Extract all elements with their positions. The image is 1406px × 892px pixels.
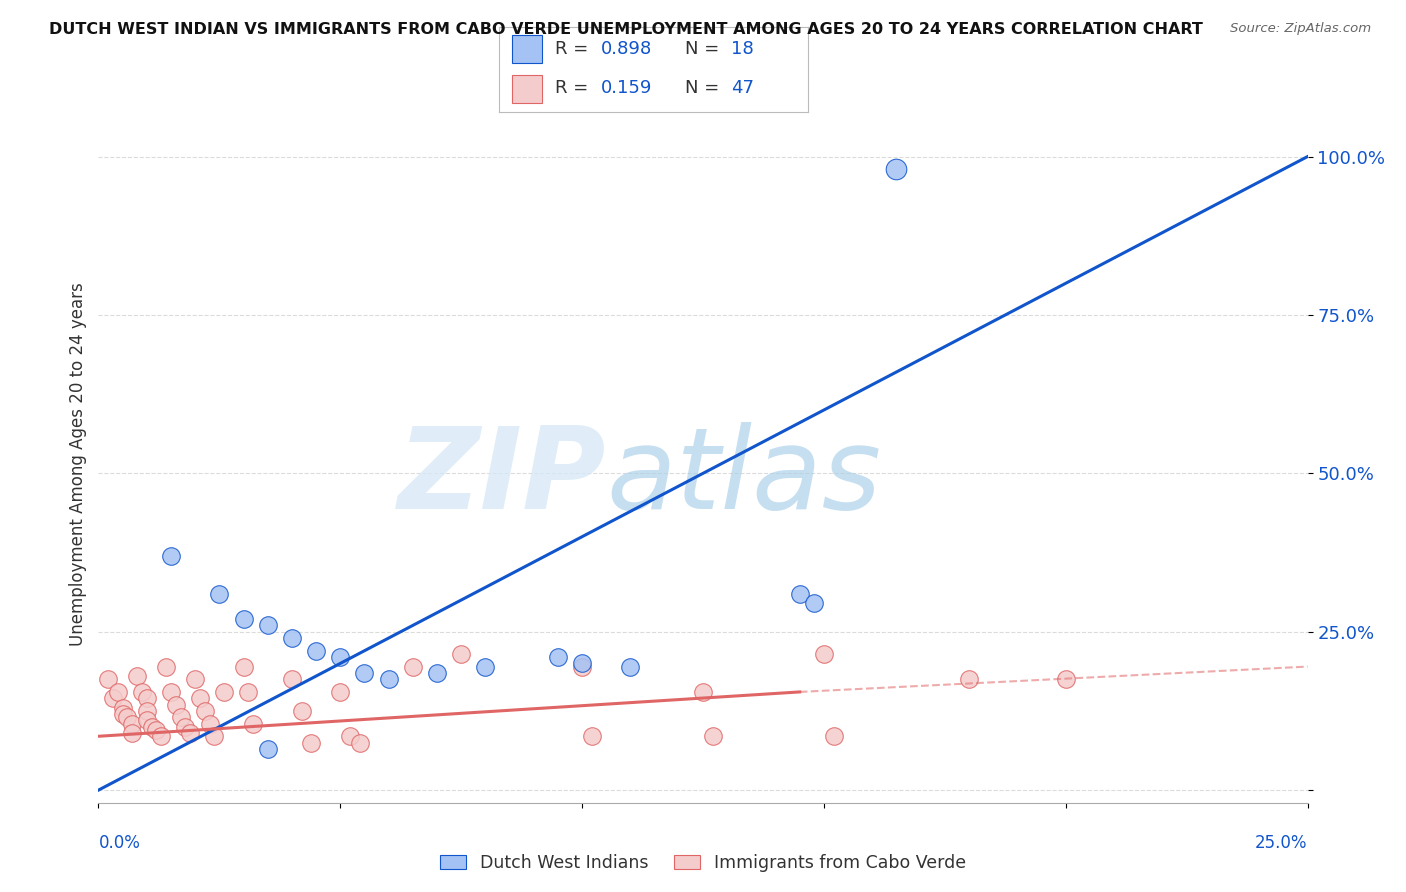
Point — [155, 659, 177, 673]
Point — [886, 162, 908, 177]
Point — [281, 672, 304, 686]
Point — [135, 691, 157, 706]
Point — [450, 647, 472, 661]
Point — [823, 729, 845, 743]
Point — [242, 716, 264, 731]
Point — [299, 736, 322, 750]
Point — [256, 618, 278, 632]
Point — [121, 726, 143, 740]
Point — [474, 659, 496, 673]
Point — [111, 707, 134, 722]
FancyBboxPatch shape — [512, 75, 543, 103]
Point — [1054, 672, 1077, 686]
Point — [377, 672, 399, 686]
Point — [208, 587, 231, 601]
Text: R =: R = — [555, 79, 593, 97]
FancyBboxPatch shape — [512, 36, 543, 63]
Point — [813, 647, 835, 661]
Point — [107, 685, 129, 699]
Text: R =: R = — [555, 40, 593, 58]
Point — [349, 736, 371, 750]
Text: ZIP: ZIP — [398, 422, 606, 533]
Point — [329, 685, 352, 699]
Point — [329, 650, 352, 665]
Point — [238, 685, 260, 699]
Point — [957, 672, 980, 686]
Point — [97, 672, 120, 686]
Point — [702, 729, 724, 743]
Point — [547, 650, 569, 665]
Point — [204, 729, 226, 743]
Text: Source: ZipAtlas.com: Source: ZipAtlas.com — [1230, 22, 1371, 36]
Point — [131, 685, 153, 699]
Point — [179, 726, 201, 740]
Text: N =: N = — [685, 79, 724, 97]
Point — [101, 691, 124, 706]
Point — [121, 716, 143, 731]
Point — [571, 657, 593, 671]
Text: 0.159: 0.159 — [602, 79, 652, 97]
Text: atlas: atlas — [606, 422, 882, 533]
Point — [232, 659, 254, 673]
Point — [581, 729, 603, 743]
Point — [402, 659, 425, 673]
Point — [789, 587, 811, 601]
Point — [117, 710, 139, 724]
Point — [571, 659, 593, 673]
Point — [169, 710, 191, 724]
Point — [160, 685, 183, 699]
Point — [305, 644, 328, 658]
Y-axis label: Unemployment Among Ages 20 to 24 years: Unemployment Among Ages 20 to 24 years — [69, 282, 87, 646]
Point — [135, 714, 157, 728]
Text: DUTCH WEST INDIAN VS IMMIGRANTS FROM CABO VERDE UNEMPLOYMENT AMONG AGES 20 TO 24: DUTCH WEST INDIAN VS IMMIGRANTS FROM CAB… — [49, 22, 1204, 37]
Point — [160, 549, 183, 563]
Point — [198, 716, 221, 731]
Point — [212, 685, 235, 699]
Point — [692, 685, 714, 699]
Point — [281, 631, 304, 645]
Text: 25.0%: 25.0% — [1256, 834, 1308, 852]
Point — [188, 691, 211, 706]
Point — [803, 596, 825, 610]
Point — [135, 704, 157, 718]
Point — [619, 659, 641, 673]
Point — [256, 742, 278, 756]
Point — [353, 665, 375, 680]
Text: 18: 18 — [731, 40, 754, 58]
Point — [194, 704, 217, 718]
Point — [150, 729, 173, 743]
Point — [145, 723, 167, 737]
Text: 0.0%: 0.0% — [98, 834, 141, 852]
Point — [184, 672, 207, 686]
Text: N =: N = — [685, 40, 724, 58]
Point — [174, 720, 197, 734]
Point — [111, 700, 134, 714]
Point — [141, 720, 163, 734]
Text: 0.898: 0.898 — [602, 40, 652, 58]
Point — [290, 704, 312, 718]
Legend: Dutch West Indians, Immigrants from Cabo Verde: Dutch West Indians, Immigrants from Cabo… — [440, 854, 966, 872]
Point — [165, 698, 187, 712]
Text: 47: 47 — [731, 79, 754, 97]
Point — [426, 665, 449, 680]
Point — [232, 612, 254, 626]
Point — [127, 669, 149, 683]
Point — [339, 729, 361, 743]
